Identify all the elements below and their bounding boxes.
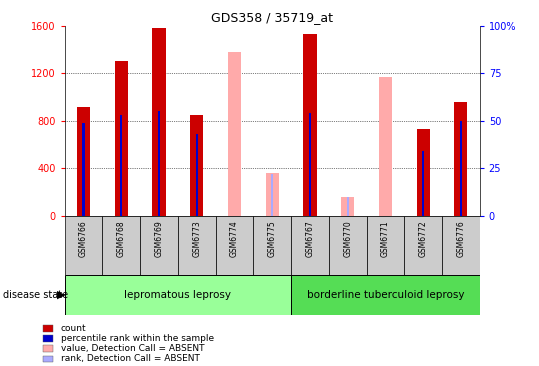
Bar	[460, 121, 462, 216]
Text: disease state: disease state	[3, 290, 68, 300]
Bar	[417, 129, 430, 216]
Bar	[404, 216, 442, 274]
Bar	[454, 102, 467, 216]
Bar	[196, 134, 198, 216]
Bar	[442, 216, 480, 274]
Text: borderline tuberculoid leprosy: borderline tuberculoid leprosy	[307, 290, 464, 300]
Text: GSM6775: GSM6775	[268, 221, 277, 257]
Text: lepromatous leprosy: lepromatous leprosy	[125, 290, 231, 300]
Bar	[115, 61, 128, 216]
Bar	[158, 111, 160, 216]
Text: GSM6770: GSM6770	[343, 221, 352, 257]
Bar	[65, 274, 291, 315]
Text: GSM6772: GSM6772	[419, 221, 427, 257]
Bar	[329, 216, 367, 274]
Text: GSM6771: GSM6771	[381, 221, 390, 257]
Bar	[65, 216, 102, 274]
Bar	[216, 216, 253, 274]
Bar	[347, 197, 349, 216]
Bar	[303, 34, 316, 216]
Bar	[271, 174, 273, 216]
Text: GSM6773: GSM6773	[192, 221, 201, 257]
Text: value, Detection Call = ABSENT: value, Detection Call = ABSENT	[61, 344, 204, 353]
Text: GSM6767: GSM6767	[306, 221, 314, 257]
Text: GSM6774: GSM6774	[230, 221, 239, 257]
Bar	[102, 216, 140, 274]
Bar	[228, 52, 241, 216]
Bar	[82, 123, 85, 216]
Bar	[77, 107, 90, 216]
Bar	[253, 216, 291, 274]
Text: ▶: ▶	[57, 290, 65, 300]
Text: count: count	[61, 324, 87, 333]
Bar	[309, 113, 311, 216]
Text: percentile rank within the sample: percentile rank within the sample	[61, 334, 214, 343]
Bar	[120, 115, 122, 216]
Bar	[153, 28, 165, 216]
Bar	[422, 151, 424, 216]
Bar	[190, 115, 203, 216]
Title: GDS358 / 35719_at: GDS358 / 35719_at	[211, 11, 333, 25]
Bar	[367, 216, 404, 274]
Bar	[291, 274, 480, 315]
Text: GSM6768: GSM6768	[117, 221, 126, 257]
Text: GSM6776: GSM6776	[457, 221, 465, 257]
Bar	[341, 197, 354, 216]
Bar	[140, 216, 178, 274]
Bar	[178, 216, 216, 274]
Text: GSM6766: GSM6766	[79, 221, 88, 257]
Bar	[266, 173, 279, 216]
Text: GSM6769: GSM6769	[155, 221, 163, 257]
Bar	[379, 77, 392, 216]
Text: rank, Detection Call = ABSENT: rank, Detection Call = ABSENT	[61, 354, 200, 363]
Bar	[291, 216, 329, 274]
